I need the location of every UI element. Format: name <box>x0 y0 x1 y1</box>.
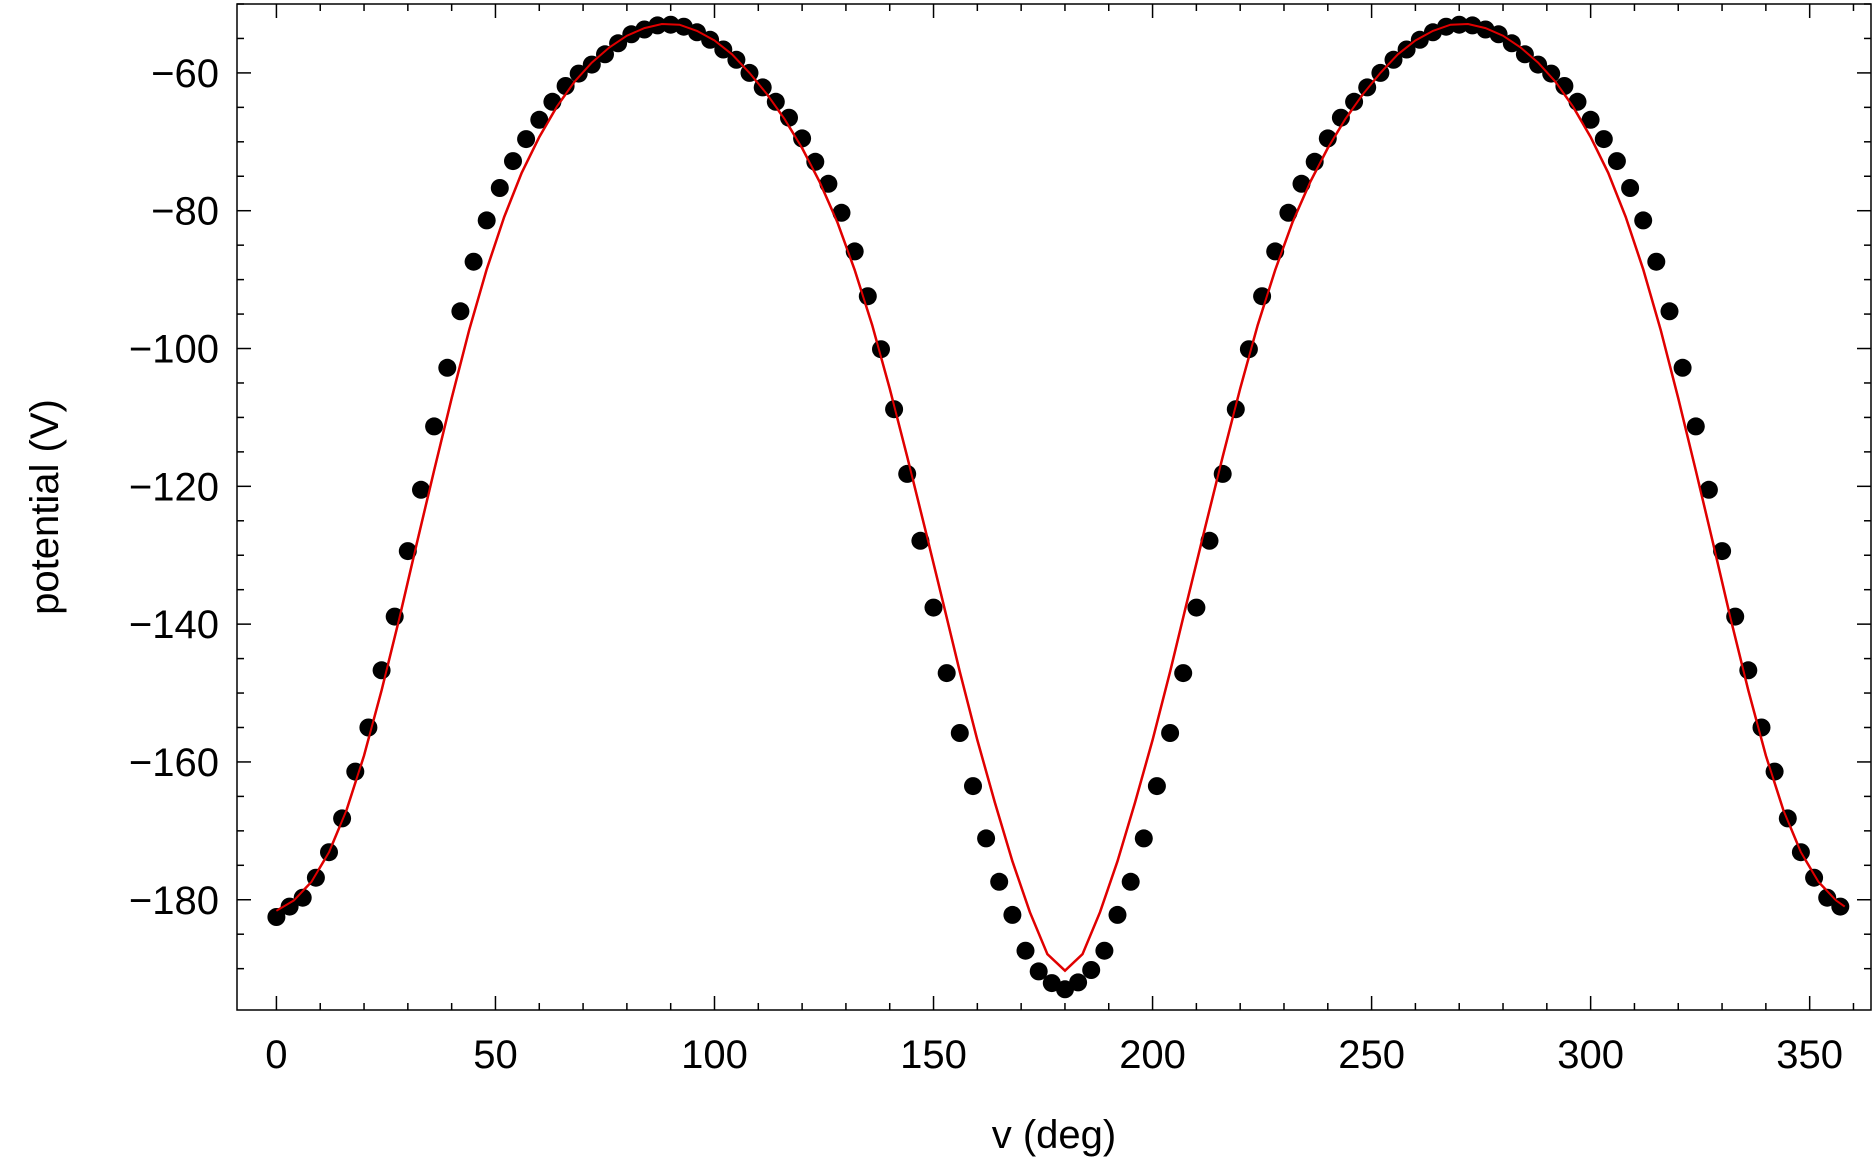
data-point <box>517 130 536 149</box>
data-point <box>1029 962 1048 981</box>
data-point <box>359 718 378 737</box>
data-point <box>780 108 798 127</box>
data-point <box>293 888 312 907</box>
data-point <box>1594 130 1613 149</box>
data-point <box>1016 941 1035 960</box>
data-point <box>1003 905 1022 924</box>
data-point <box>1686 417 1705 436</box>
x-tick-label: 100 <box>681 1033 748 1077</box>
y-tick-label: −80 <box>151 190 219 234</box>
data-point <box>819 174 838 193</box>
fit-curve-overlay <box>275 22 1846 973</box>
axes-layer: 0 50 100 150 200 250 300 350 −60 −80 −100 −120 −140 −… <box>129 3 1872 1077</box>
data-point <box>1069 973 1088 992</box>
data-point <box>530 110 549 129</box>
x-tick-label: 200 <box>1119 1033 1186 1077</box>
data-point <box>1752 718 1771 737</box>
data-point <box>543 92 562 111</box>
data-point <box>1121 872 1140 891</box>
data-point <box>1318 129 1337 148</box>
y-tick-label: −140 <box>129 603 219 647</box>
data-point <box>911 531 930 550</box>
data-point <box>1187 598 1206 617</box>
data-point <box>1607 152 1626 171</box>
data-point <box>1345 92 1364 111</box>
x-tick-label: 300 <box>1557 1033 1624 1077</box>
data-point <box>1108 905 1127 924</box>
data-point <box>398 542 417 561</box>
data-point <box>1818 888 1837 907</box>
data-point <box>464 252 483 271</box>
data-point <box>477 211 496 230</box>
plot-frame <box>236 3 1872 1011</box>
data-point <box>425 417 444 436</box>
data-point <box>858 287 877 306</box>
data-point <box>438 358 457 377</box>
data-point <box>1134 829 1153 848</box>
data-point <box>832 203 851 222</box>
x-tick-label: 150 <box>900 1033 967 1077</box>
data-point <box>793 129 812 148</box>
y-tick-label: −100 <box>129 328 219 372</box>
x-tick-label: 0 <box>265 1033 287 1077</box>
data-point <box>1713 542 1732 561</box>
data-point <box>950 724 969 742</box>
data-point <box>872 340 890 359</box>
data-point <box>1699 480 1718 499</box>
y-tick-label: −160 <box>129 741 219 785</box>
data-point <box>1095 941 1114 960</box>
x-tick-label: 50 <box>473 1033 518 1077</box>
x-axis-label: v (deg) <box>992 1113 1117 1157</box>
data-point <box>1634 211 1653 230</box>
data-point <box>977 829 996 848</box>
data-point <box>1542 64 1561 83</box>
data-point <box>1515 45 1534 64</box>
data-point <box>280 897 299 916</box>
data-point <box>688 23 706 42</box>
data-point <box>937 664 956 683</box>
data-point <box>451 302 470 321</box>
data-point <box>1555 77 1574 95</box>
data-point <box>1253 287 1272 306</box>
data-point <box>924 598 943 617</box>
data-point <box>569 64 588 83</box>
data-point <box>964 777 982 796</box>
data-point <box>1331 108 1350 127</box>
data-point <box>1647 252 1666 271</box>
data-point <box>490 179 509 197</box>
data-point <box>766 92 785 111</box>
data-point <box>1161 724 1180 742</box>
data-point <box>1673 358 1692 377</box>
data-point <box>1621 179 1640 197</box>
data-point <box>1831 897 1850 916</box>
data-point <box>1529 55 1548 74</box>
data-point <box>1279 203 1298 222</box>
data-point <box>582 55 601 74</box>
x-tick-label: 250 <box>1338 1033 1405 1077</box>
data-point <box>1581 110 1600 129</box>
data-point <box>556 77 575 95</box>
data-point <box>1239 340 1258 359</box>
y-tick-label: −180 <box>129 879 219 923</box>
data-point <box>504 152 522 171</box>
data-points-layer <box>267 15 1850 999</box>
y-tick-label: −60 <box>151 52 219 96</box>
data-point <box>1292 174 1311 193</box>
data-point <box>990 872 1009 891</box>
data-point <box>267 908 286 926</box>
data-point <box>1082 961 1101 979</box>
data-point <box>1174 664 1193 683</box>
data-point <box>1147 777 1166 796</box>
y-axis-label: potential (V) <box>23 399 67 615</box>
y-tick-label: −120 <box>129 465 219 509</box>
data-point <box>412 480 430 499</box>
x-tick-label: 350 <box>1776 1033 1843 1077</box>
data-point <box>1200 531 1219 550</box>
data-point <box>1660 302 1679 321</box>
data-point <box>1568 92 1587 111</box>
data-point <box>596 45 614 64</box>
